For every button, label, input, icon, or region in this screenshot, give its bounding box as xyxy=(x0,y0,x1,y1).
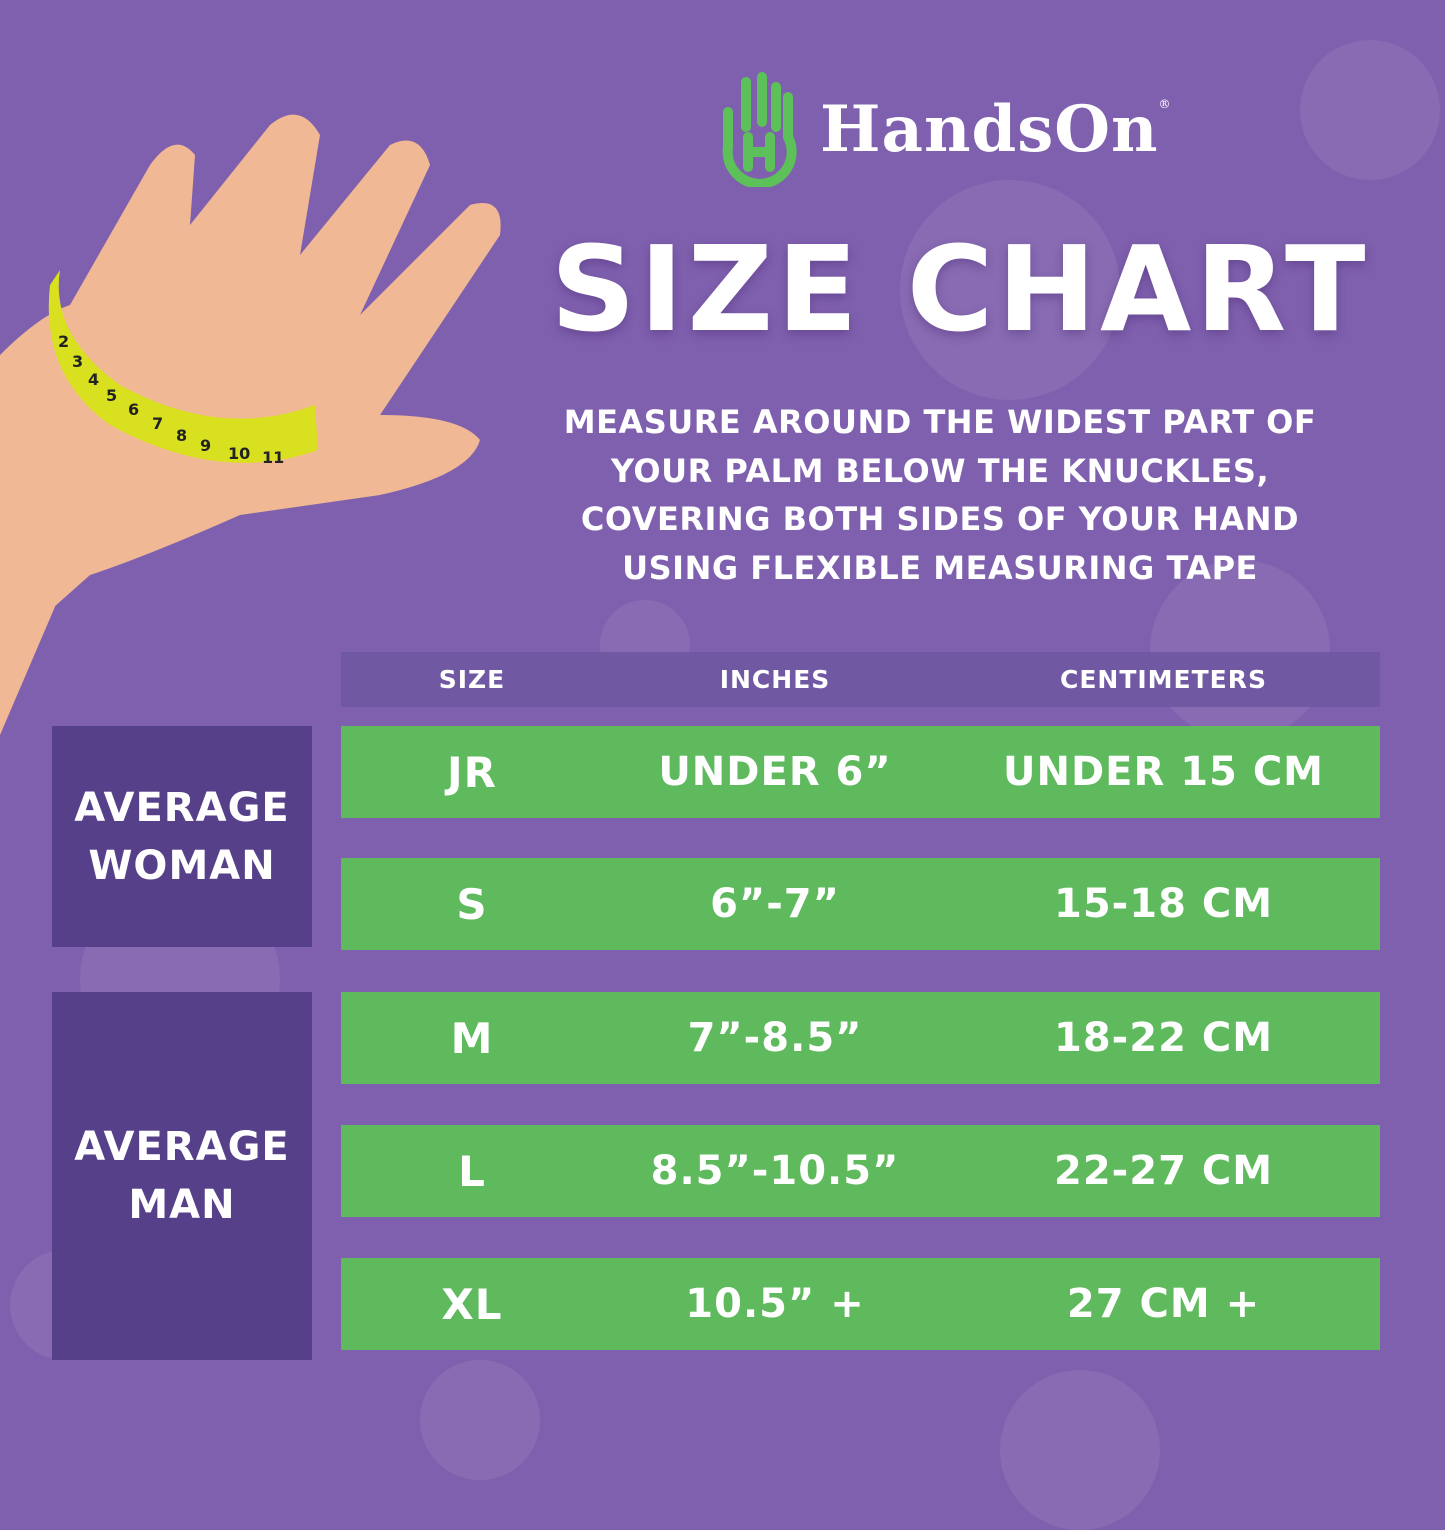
group-average-woman: AVERAGE WOMAN xyxy=(52,726,312,947)
header-inches: INCHES xyxy=(719,665,831,694)
size-cell: L xyxy=(458,1146,486,1196)
inches-cell: 10.5” + xyxy=(685,1281,865,1327)
brand-logo: HandsOn® xyxy=(718,72,1172,187)
table-row: M 7”-8.5” 18-22 CM xyxy=(341,992,1380,1084)
table-row: XL 10.5” + 27 CM + xyxy=(341,1258,1380,1350)
size-cell: JR xyxy=(447,747,497,797)
inches-cell: 8.5”-10.5” xyxy=(650,1148,900,1194)
inches-cell: 6”-7” xyxy=(710,881,840,927)
cm-cell: 15-18 CM xyxy=(1053,881,1273,927)
cm-cell: 27 CM + xyxy=(1066,1281,1261,1327)
svg-text:8: 8 xyxy=(176,426,187,445)
svg-text:9: 9 xyxy=(200,436,211,455)
registered-mark: ® xyxy=(1158,96,1172,111)
table-row: JR UNDER 6” UNDER 15 CM xyxy=(341,726,1380,818)
size-cell: S xyxy=(456,879,488,929)
svg-text:5: 5 xyxy=(106,386,117,405)
svg-text:4: 4 xyxy=(88,370,99,389)
size-cell: M xyxy=(450,1013,494,1063)
page-title: SIZE CHART xyxy=(550,220,1370,358)
table-header: SIZE INCHES CENTIMETERS xyxy=(341,652,1380,707)
svg-text:11: 11 xyxy=(262,448,284,467)
svg-text:7: 7 xyxy=(152,414,163,433)
table-row: L 8.5”-10.5” 22-27 CM xyxy=(341,1125,1380,1217)
svg-text:10: 10 xyxy=(228,444,250,463)
measuring-tape xyxy=(48,270,318,463)
brand-name-text: HandsOn xyxy=(820,91,1159,167)
svg-text:3: 3 xyxy=(72,352,83,371)
size-cell: XL xyxy=(441,1279,503,1329)
measuring-instructions: MEASURE AROUND THE WIDEST PART OF YOUR P… xyxy=(563,403,1317,587)
header-centimeters: CENTIMETERS xyxy=(1059,665,1268,694)
group-average-man: AVERAGE MAN xyxy=(52,992,312,1360)
cm-cell: UNDER 15 CM xyxy=(1003,749,1324,795)
table-row: S 6”-7” 15-18 CM xyxy=(341,858,1380,950)
cm-cell: 18-22 CM xyxy=(1053,1015,1273,1061)
cm-cell: 22-27 CM xyxy=(1053,1148,1273,1194)
inches-cell: 7”-8.5” xyxy=(687,1015,863,1061)
svg-text:2: 2 xyxy=(58,332,69,351)
svg-text:6: 6 xyxy=(128,400,139,419)
inches-cell: UNDER 6” xyxy=(658,749,892,795)
header-size: SIZE xyxy=(438,665,506,694)
green-hand-h-icon xyxy=(722,72,797,187)
brand-name: HandsOn® xyxy=(820,96,1172,162)
